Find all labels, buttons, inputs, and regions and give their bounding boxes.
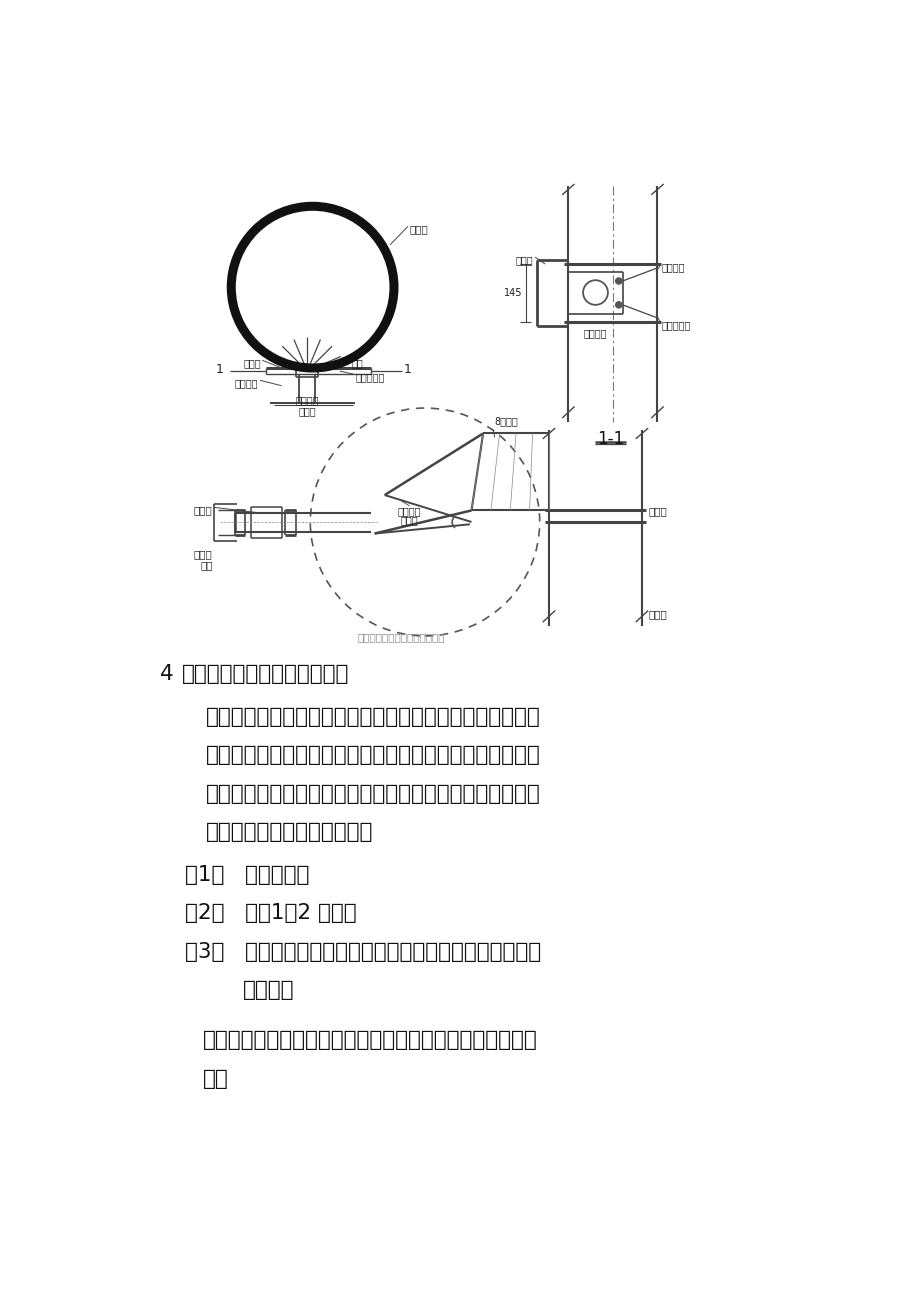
Text: 1: 1 [215, 363, 223, 376]
Text: 一处: 一处 [202, 1069, 228, 1088]
Circle shape [615, 302, 621, 309]
Text: 输送管: 输送管 [194, 549, 212, 559]
Text: 可活动钢板: 可活动钢板 [661, 320, 690, 331]
Text: 混凝土泵启动后，应先泵送适量水以湿润混凝土泵的料斗、: 混凝土泵启动后，应先泵送适量水以湿润混凝土泵的料斗、 [206, 707, 540, 727]
Text: 可活动钢板: 可活动钢板 [355, 372, 384, 381]
Text: 箱箍: 箱箍 [200, 560, 212, 570]
Text: 焊接板: 焊接板 [516, 255, 533, 264]
Text: 套接: 套接 [351, 358, 363, 368]
Text: 1: 1 [403, 363, 411, 376]
Text: 145: 145 [504, 288, 522, 298]
Text: 一润滑混凝土泵和输送管内壁: 一润滑混凝土泵和输送管内壁 [206, 823, 373, 842]
Text: （2）   泵送1：2 水泥浆: （2） 泵送1：2 水泥浆 [185, 904, 356, 923]
Text: 截止阀: 截止阀 [194, 505, 212, 516]
Text: 润滑用的水泥浆或水泥砂浆应分散布料，不得集中浇注在同: 润滑用的水泥浆或水泥砂浆应分散布料，不得集中浇注在同 [202, 1030, 537, 1051]
Text: 钢管柱: 钢管柱 [409, 224, 427, 234]
Text: 钢管柱: 钢管柱 [648, 609, 666, 618]
Text: 斜比角度: 斜比角度 [397, 506, 421, 517]
Text: 焊接板: 焊接板 [243, 358, 260, 368]
Text: 顶升自密实钢管混凝土施工方法: 顶升自密实钢管混凝土施工方法 [357, 631, 445, 642]
Text: （1）   泵送水泥浆: （1） 泵送水泥浆 [185, 865, 309, 884]
Text: 固定钢板: 固定钢板 [584, 328, 607, 339]
Text: （3）   泵送与混凝土内除粗骨料外的其他成分相同配合比的: （3） 泵送与混凝土内除粗骨料外的其他成分相同配合比的 [185, 941, 540, 962]
Text: 的钢板: 的钢板 [401, 516, 418, 525]
Text: 4: 4 [160, 664, 174, 685]
Text: 拉结螺栓: 拉结螺栓 [661, 263, 684, 272]
Text: 查，确认混凝土泵和输送管中无异物后，应采用下列方法之: 查，确认混凝土泵和输送管中无异物后，应采用下列方法之 [206, 784, 540, 803]
Text: 单向阀: 单向阀 [648, 506, 666, 517]
Text: 润泵水与润管砂浆的处理方式: 润泵水与润管砂浆的处理方式 [181, 664, 348, 685]
Text: 活塞及输送管的内壁等直接与混凝土接触部位，经泵送水检: 活塞及输送管的内壁等直接与混凝土接触部位，经泵送水检 [206, 745, 540, 766]
Text: 拉结螺栓: 拉结螺栓 [234, 378, 258, 388]
Text: 8厚钢板: 8厚钢板 [494, 415, 518, 426]
Circle shape [615, 277, 621, 284]
Text: 固定钢板: 固定钢板 [295, 395, 319, 405]
Text: 输送管: 输送管 [298, 406, 315, 417]
Text: 水泥砂浆: 水泥砂浆 [243, 980, 294, 1000]
Text: 1-1: 1-1 [596, 430, 624, 448]
